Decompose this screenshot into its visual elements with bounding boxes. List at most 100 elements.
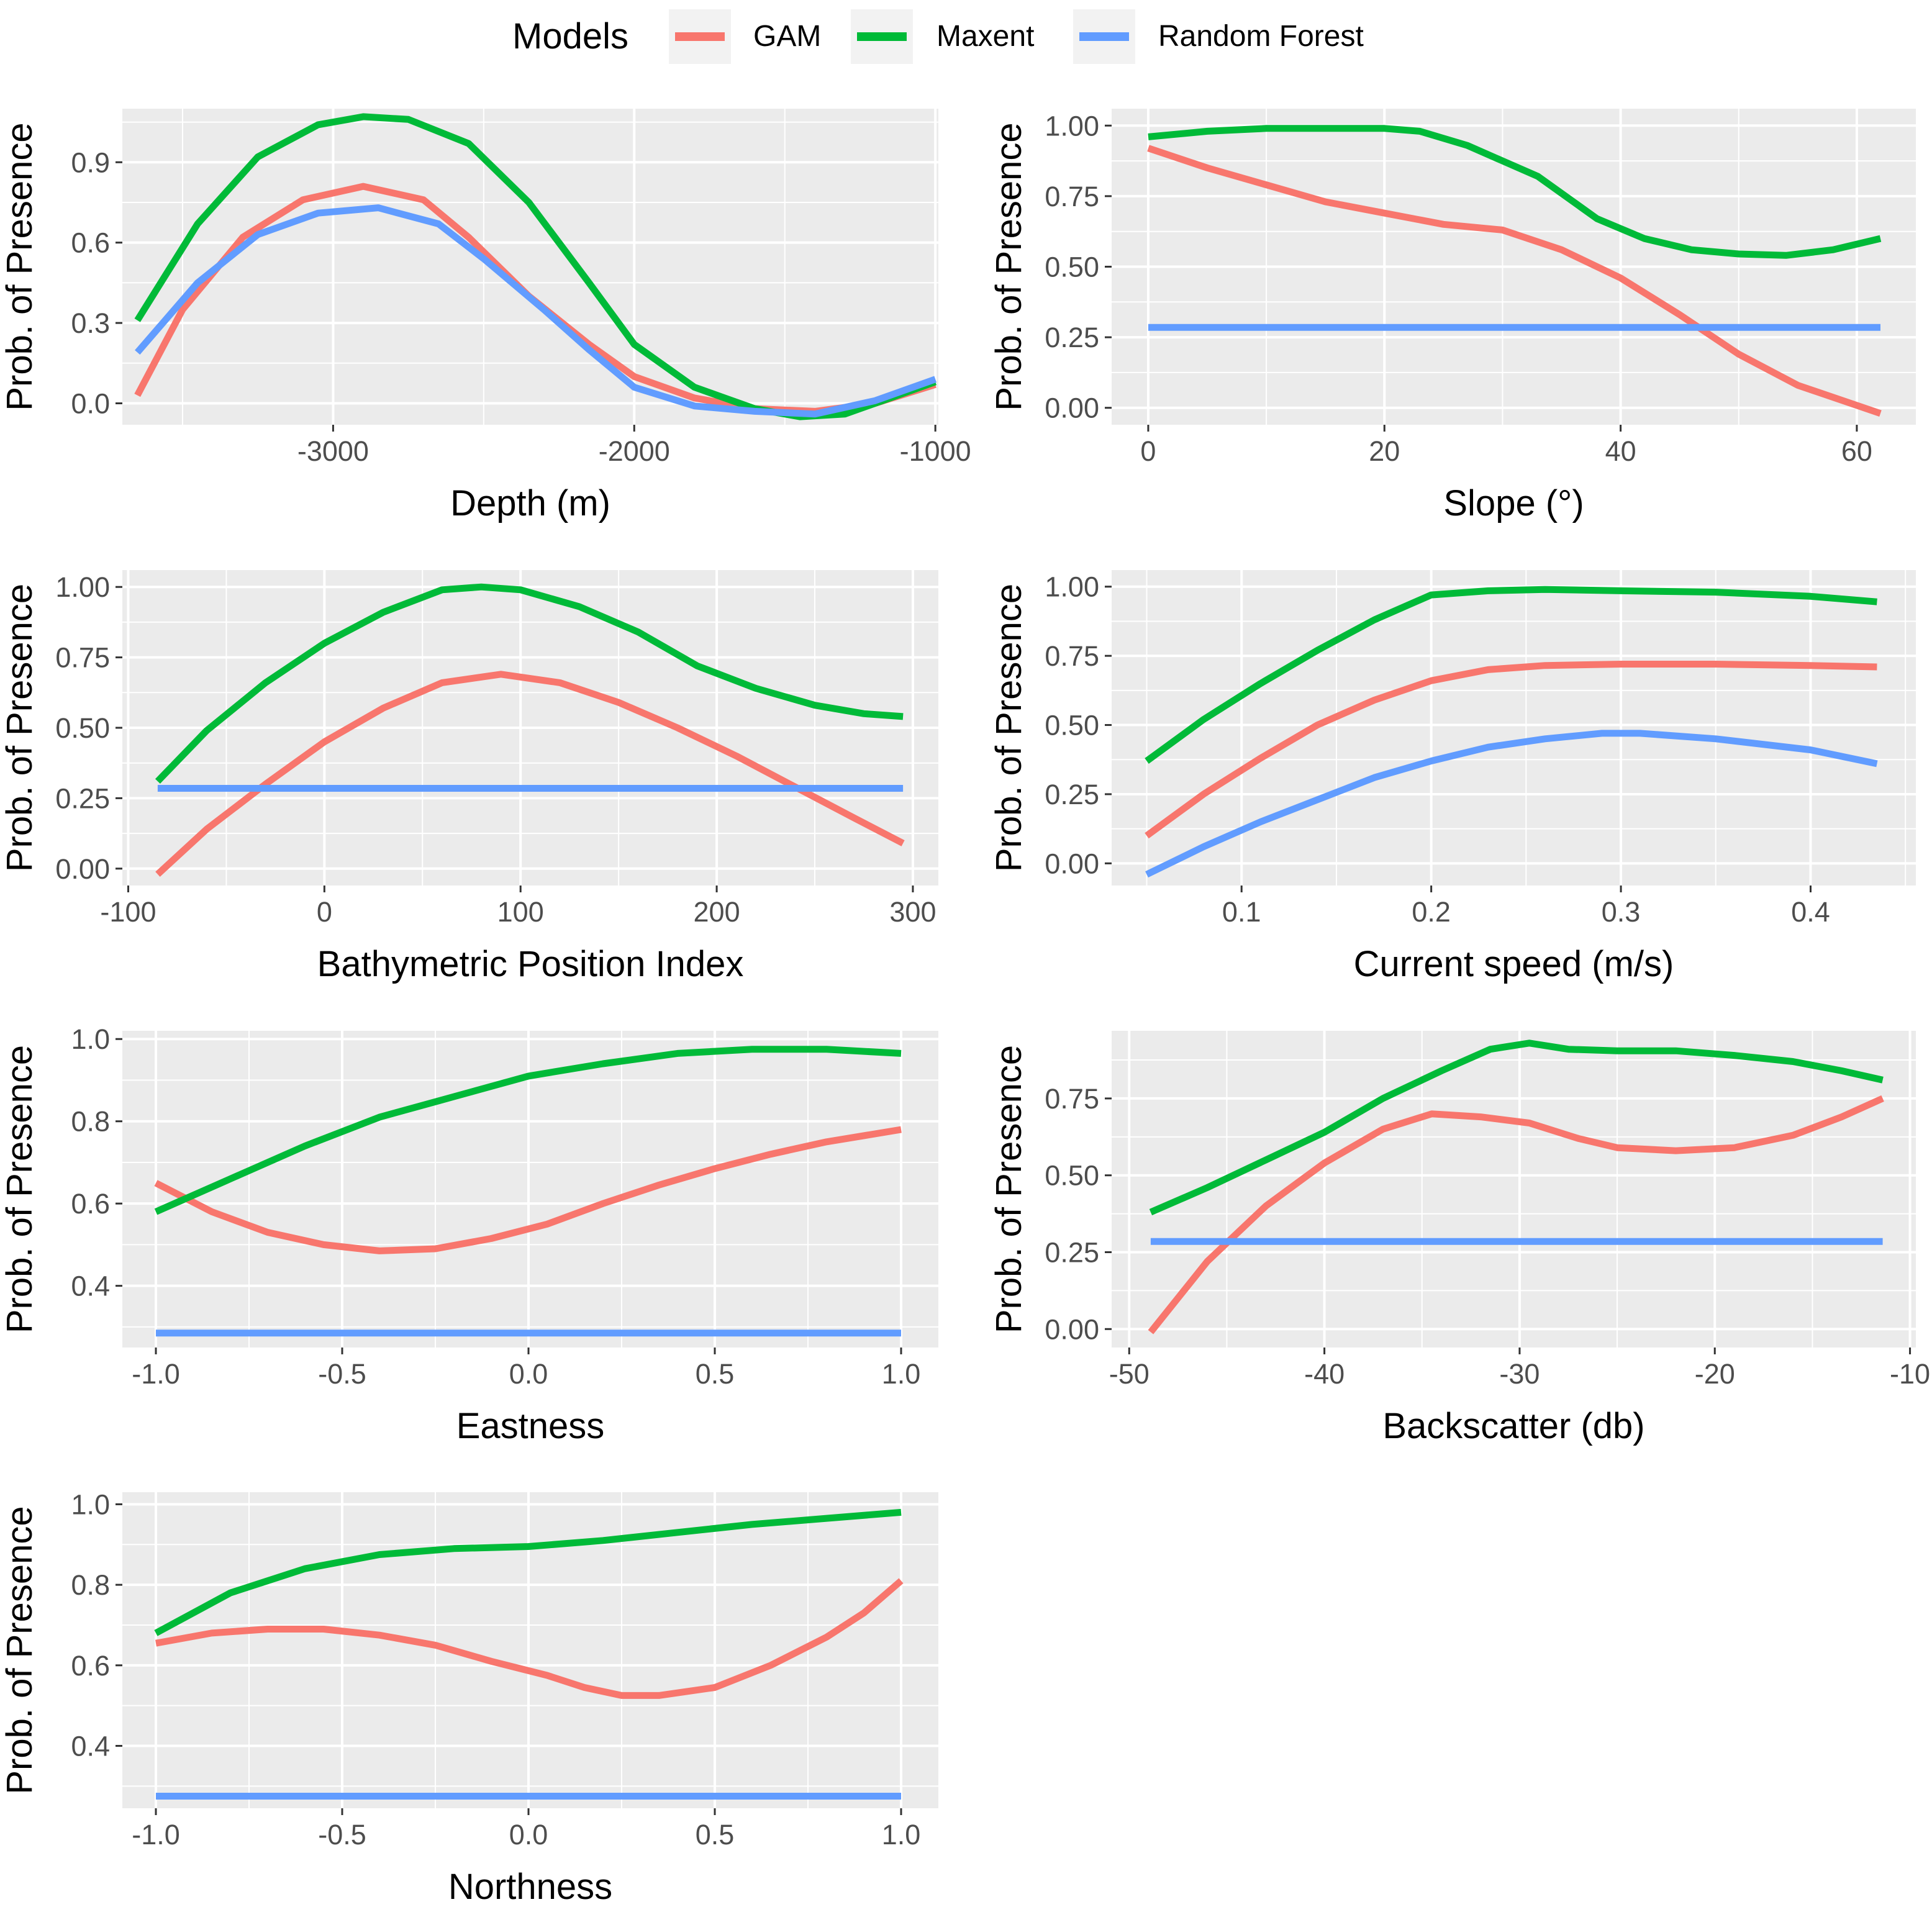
y-tick-label: 0.4 bbox=[71, 1271, 110, 1302]
y-tick-label: 0.9 bbox=[71, 147, 110, 178]
legend-title: Models bbox=[512, 16, 628, 57]
x-tick-label: 0.0 bbox=[509, 1358, 548, 1390]
y-tick-label: 0.4 bbox=[71, 1730, 110, 1762]
y-axis-title: Prob. of Presence bbox=[0, 584, 40, 872]
y-tick-label: 1.0 bbox=[71, 1023, 110, 1055]
legend-label-maxent: Maxent bbox=[937, 20, 1034, 53]
x-tick-label: -1.0 bbox=[132, 1819, 180, 1850]
y-axis-title: Prob. of Presence bbox=[0, 122, 40, 410]
plot-background bbox=[1112, 1031, 1916, 1348]
x-axis-title: Northness bbox=[448, 1867, 612, 1907]
y-tick-label: 0.8 bbox=[71, 1106, 110, 1138]
y-tick-label: 0.00 bbox=[1045, 1313, 1099, 1345]
panel-eastness: -1.0 -0.5 0.0 0.5 1.0 0.4 0.6 0.8 1.0 Eastness Pro… bbox=[0, 1023, 938, 1446]
y-tick-label: 0.50 bbox=[55, 712, 110, 744]
y-tick-label: 0.25 bbox=[1045, 1237, 1099, 1269]
x-tick-label: 200 bbox=[694, 896, 740, 928]
x-tick-label: 20 bbox=[1369, 435, 1400, 467]
x-axis-title: Slope (°) bbox=[1443, 483, 1584, 523]
panel-current: 0.1 0.2 0.3 0.4 0.00 0.25 0.50 0.75 1.00 Current … bbox=[989, 570, 1916, 984]
x-tick-label: -1000 bbox=[900, 435, 971, 467]
y-axis-title: Prob. of Presence bbox=[989, 122, 1029, 410]
x-tick-label: 0.2 bbox=[1412, 896, 1451, 928]
x-tick-label: -30 bbox=[1499, 1358, 1540, 1390]
x-tick-label: -40 bbox=[1304, 1358, 1345, 1390]
y-tick-label: 1.00 bbox=[1045, 571, 1099, 603]
x-tick-label: -10 bbox=[1890, 1358, 1930, 1390]
y-axis-title: Prob. of Presence bbox=[989, 584, 1029, 872]
y-tick-label: 0.75 bbox=[1045, 640, 1099, 672]
y-axis-title: Prob. of Presence bbox=[989, 1045, 1029, 1333]
series-line-maxent bbox=[155, 583, 904, 784]
y-tick-label: 0.6 bbox=[71, 1188, 110, 1220]
series-line-gam bbox=[1145, 661, 1877, 839]
y-tick-label: 0.75 bbox=[55, 642, 110, 674]
series-line-gam bbox=[155, 1578, 904, 1699]
y-tick-label: 0.3 bbox=[71, 307, 110, 339]
plot-background bbox=[122, 1492, 938, 1808]
y-tick-label: 0.00 bbox=[1045, 848, 1099, 879]
y-tick-label: 0.25 bbox=[55, 782, 110, 814]
y-axis-title: Prob. of Presence bbox=[0, 1506, 40, 1794]
panel-bpi: -100 0 100 200 300 0.00 0.25 0.50 0.75 1.00 Bathym… bbox=[0, 570, 938, 984]
x-tick-label: -20 bbox=[1695, 1358, 1735, 1390]
legend-label-random-forest: Random Forest bbox=[1158, 20, 1364, 53]
x-tick-label: 0 bbox=[1140, 435, 1156, 467]
y-tick-label: 0.25 bbox=[1045, 779, 1099, 810]
x-axis-title: Bathymetric Position Index bbox=[317, 944, 744, 984]
x-axis-title: Eastness bbox=[456, 1406, 605, 1446]
panel-northness: -1.0 -0.5 0.0 0.5 1.0 0.4 0.6 0.8 1.0 Northness Pr… bbox=[0, 1488, 938, 1907]
series-line-maxent bbox=[154, 1508, 902, 1636]
x-tick-label: 0.4 bbox=[1791, 896, 1830, 928]
plot-background bbox=[122, 109, 938, 425]
series-line-maxent bbox=[154, 1046, 902, 1215]
y-tick-label: 0.50 bbox=[1045, 1160, 1099, 1192]
y-tick-label: 0.00 bbox=[1045, 392, 1099, 424]
y-tick-label: 0.8 bbox=[71, 1569, 110, 1601]
series-line-gam bbox=[1148, 1095, 1884, 1334]
y-tick-label: 0.6 bbox=[71, 227, 110, 259]
x-tick-label: 60 bbox=[1841, 435, 1872, 467]
x-tick-label: -0.5 bbox=[318, 1358, 366, 1390]
panel-depth: -3000 -2000 -1000 0.0 0.3 0.6 0.9 Depth (m) Prob… bbox=[0, 109, 971, 523]
x-tick-label: 0.1 bbox=[1222, 896, 1261, 928]
x-tick-label: -2000 bbox=[599, 435, 670, 467]
x-tick-label: -1.0 bbox=[132, 1358, 180, 1390]
x-axis-title: Backscatter (db) bbox=[1382, 1406, 1644, 1446]
y-tick-label: 0.0 bbox=[71, 387, 110, 419]
series-line-maxent bbox=[1145, 586, 1877, 764]
y-tick-label: 0.50 bbox=[1045, 710, 1099, 741]
x-tick-label: 300 bbox=[889, 896, 936, 928]
series-line-gam bbox=[1147, 145, 1882, 417]
x-tick-label: 1.0 bbox=[882, 1358, 921, 1390]
legend-label-gam: GAM bbox=[753, 20, 821, 53]
panel-slope: 0 20 40 60 0.00 0.25 0.50 0.75 1.00 Slope (°) Prob… bbox=[989, 109, 1916, 523]
x-axis-title: Current speed (m/s) bbox=[1354, 944, 1674, 984]
y-tick-label: 1.00 bbox=[55, 571, 110, 603]
x-tick-label: 0.5 bbox=[696, 1819, 735, 1850]
x-tick-label: -100 bbox=[100, 896, 156, 928]
y-axis-title: Prob. of Presence bbox=[0, 1045, 40, 1333]
series-line-random-forest bbox=[135, 204, 937, 418]
x-tick-label: 0.0 bbox=[509, 1819, 548, 1850]
x-tick-label: -50 bbox=[1109, 1358, 1150, 1390]
x-tick-label: 40 bbox=[1605, 435, 1636, 467]
x-axis-title: Depth (m) bbox=[450, 483, 610, 523]
x-tick-label: -0.5 bbox=[318, 1819, 366, 1850]
y-tick-label: 0.6 bbox=[71, 1650, 110, 1682]
legend: Models GAM Maxent Random Forest bbox=[512, 9, 1364, 64]
x-tick-label: 0 bbox=[317, 896, 332, 928]
series-line-random-forest bbox=[1145, 730, 1878, 878]
x-tick-label: 0.5 bbox=[696, 1358, 735, 1390]
panel-backscatter: -50 -40 -30 -20 -10 0.00 0.25 0.50 0.75 Backscatt… bbox=[989, 1031, 1930, 1446]
y-tick-label: 0.75 bbox=[1045, 181, 1099, 212]
x-tick-label: -3000 bbox=[297, 435, 369, 467]
series-line-gam bbox=[155, 671, 905, 877]
y-tick-label: 1.00 bbox=[1045, 110, 1099, 142]
x-tick-label: 0.3 bbox=[1602, 896, 1641, 928]
x-tick-label: 1.0 bbox=[882, 1819, 921, 1850]
plot-background bbox=[122, 1031, 938, 1348]
y-tick-label: 0.75 bbox=[1045, 1083, 1099, 1115]
